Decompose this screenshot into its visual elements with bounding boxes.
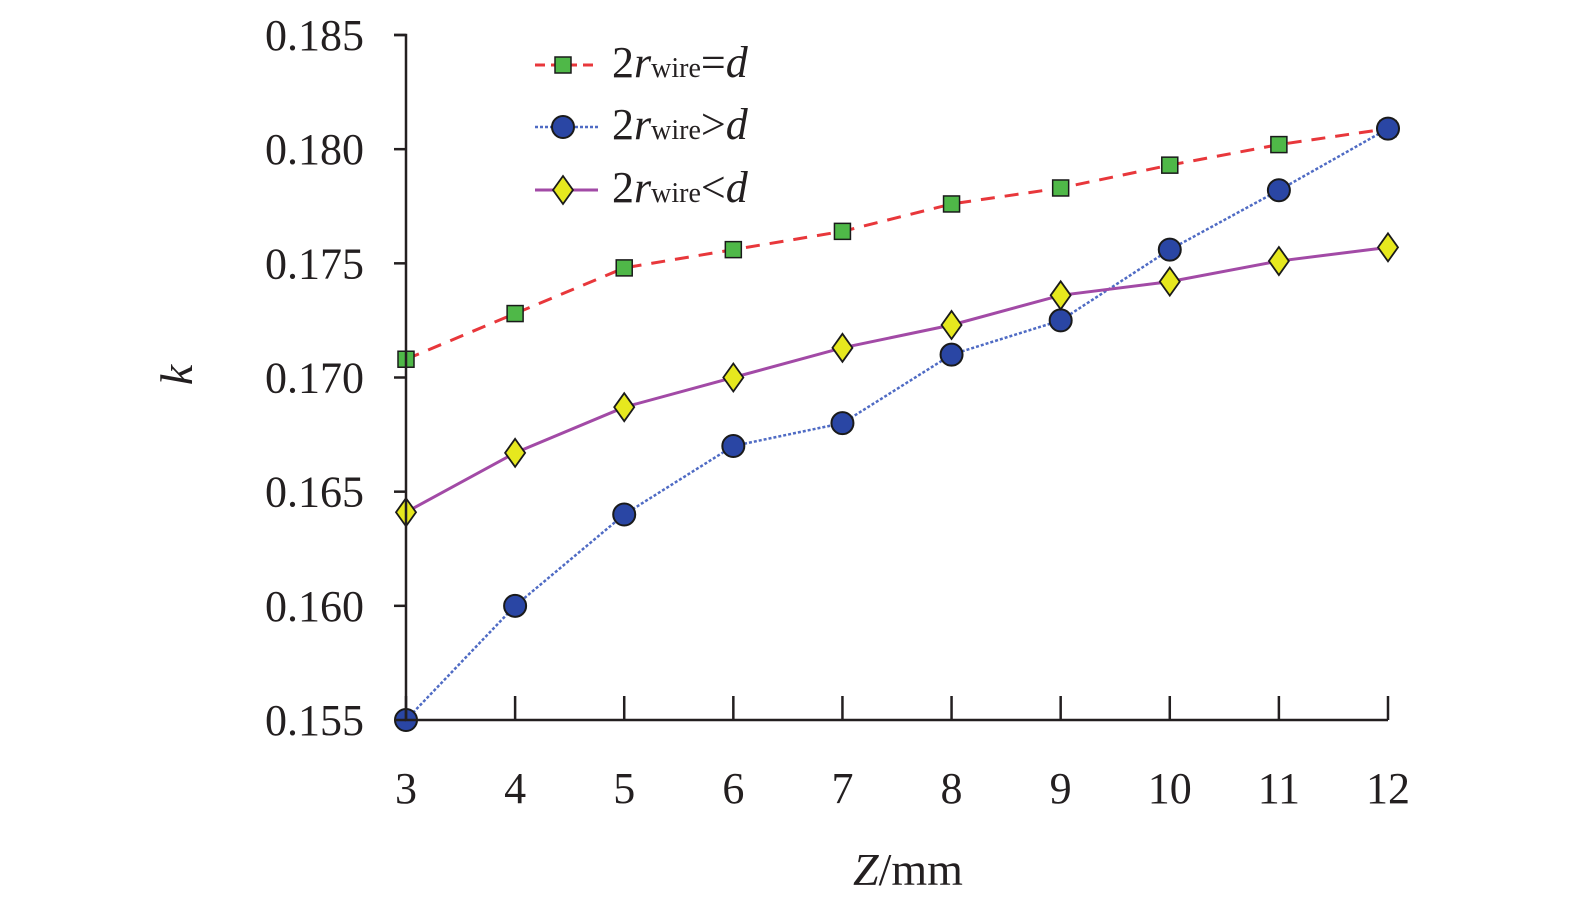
series-1-point: [1270, 135, 1288, 154]
legend-marker: [551, 115, 575, 139]
series-3-point: [613, 391, 636, 423]
series-3-point: [1158, 266, 1181, 298]
series-2-point: [1266, 178, 1291, 203]
legend-label: 2rwire>d: [612, 100, 749, 149]
series-2-point: [1376, 116, 1400, 141]
x-tick-label: 8: [941, 764, 963, 813]
series-1-point: [724, 240, 743, 259]
series-3-point: [722, 361, 745, 394]
series-3-point: [504, 437, 527, 469]
legend-label-op: <: [701, 163, 726, 212]
legend-label-op: =: [701, 38, 726, 87]
series-layer: [394, 116, 1400, 732]
series-1-point: [1161, 156, 1179, 174]
x-tick-label: 5: [613, 764, 635, 813]
x-tick-label: 11: [1258, 764, 1300, 813]
legend-marker: [554, 56, 572, 74]
legend-label-op: >: [701, 100, 726, 149]
y-tick-label: 0.170: [265, 354, 364, 403]
legend-label: 2rwire=d: [612, 38, 749, 87]
legend-label-var: r: [634, 38, 652, 87]
y-tick-label: 0.180: [265, 125, 364, 174]
y-tick-label: 0.185: [265, 11, 364, 60]
y-axis-title: k: [151, 363, 202, 385]
x-axis-unit: /mm: [879, 844, 964, 895]
legend-entry-1: 2rwire=d: [535, 38, 749, 87]
series-2-point: [612, 502, 637, 527]
x-axis-title: Z/mm: [853, 844, 963, 895]
x-tick-label: 7: [831, 764, 853, 813]
x-tick-label: 10: [1148, 764, 1192, 813]
legend-label-sub: wire: [651, 178, 701, 209]
legend-label-var: r: [634, 100, 652, 149]
series-1: [397, 119, 1397, 368]
legend-label-prefix: 2: [612, 38, 634, 87]
legend-label-rhs: d: [726, 100, 749, 149]
y-tick-label: 0.160: [265, 582, 364, 631]
series-2: [394, 116, 1400, 732]
x-tick-label: 6: [722, 764, 744, 813]
legend-label-prefix: 2: [612, 163, 634, 212]
series-2-point: [1048, 308, 1073, 333]
series-2-point: [830, 411, 855, 436]
series-3-point: [1049, 279, 1072, 311]
legend-marker: [551, 174, 575, 206]
series-2-point: [1157, 237, 1182, 262]
series-1-line: [405, 127, 1389, 361]
axis-frame: [394, 33, 1388, 722]
y-tick-label: 0.165: [265, 468, 364, 517]
series-2-point: [939, 342, 964, 367]
series-3-point: [1376, 231, 1400, 263]
legend-label-prefix: 2: [612, 100, 634, 149]
series-2-point: [721, 434, 746, 458]
x-tick-label: 3: [395, 764, 417, 813]
series-3-point: [1267, 245, 1290, 277]
y-tick-label: 0.175: [265, 239, 364, 288]
series-3: [394, 231, 1400, 528]
axes-layer: [394, 33, 1388, 722]
legend-label-var: r: [634, 163, 652, 212]
series-1-point: [506, 304, 524, 323]
series-3-line: [405, 245, 1389, 514]
series-1-point: [942, 195, 961, 213]
series-1-point: [615, 259, 633, 277]
x-axis-var: Z: [853, 844, 879, 895]
legend-entry-3: 2rwire<d: [535, 163, 749, 212]
legend-label-rhs: d: [726, 38, 749, 87]
x-tick-label: 12: [1366, 764, 1410, 813]
series-1-point: [1051, 179, 1070, 197]
series-1-point: [833, 222, 852, 241]
y-tick-label: 0.155: [265, 696, 364, 745]
legend-label-sub: wire: [651, 53, 701, 84]
legend-label-rhs: d: [726, 163, 749, 212]
series-3-point: [831, 332, 854, 364]
series-2-point: [503, 593, 528, 618]
x-tick-label: 4: [504, 764, 526, 813]
series-2-line: [405, 127, 1389, 721]
legend-label-sub: wire: [651, 115, 701, 146]
ticks-layer: 0.155 0.160 0.165 0.170 0.175 0.180 0.185 3 4 5 6 7…: [265, 11, 1410, 813]
x-tick-label: 9: [1050, 764, 1072, 813]
series-3-point: [940, 309, 963, 341]
legend-entry-2: 2rwire>d: [535, 100, 749, 149]
legend-label: 2rwire<d: [612, 163, 749, 212]
